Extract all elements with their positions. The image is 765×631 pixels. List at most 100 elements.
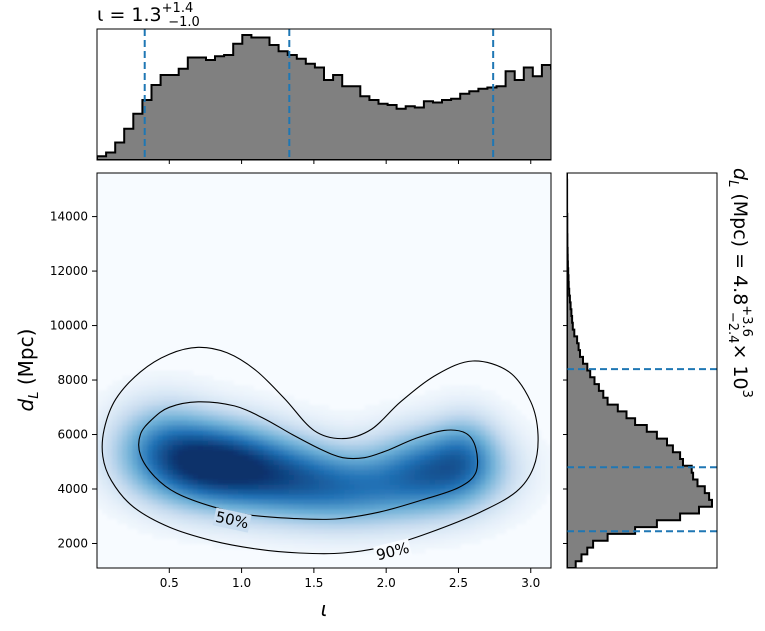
heatmap-cell bbox=[263, 419, 270, 426]
heatmap-cell bbox=[233, 434, 239, 441]
heatmap-cell bbox=[490, 410, 497, 416]
heatmap-cell bbox=[505, 449, 512, 456]
heatmap-cell bbox=[339, 449, 345, 456]
heatmap-cell bbox=[308, 414, 315, 421]
heatmap-cell bbox=[243, 419, 249, 426]
heatmap-cell bbox=[414, 395, 421, 401]
heatmap-cell bbox=[213, 380, 219, 386]
heatmap-cell bbox=[334, 523, 340, 530]
heatmap-cell bbox=[102, 474, 108, 480]
heatmap-cell bbox=[419, 518, 426, 525]
heatmap-cell bbox=[283, 424, 290, 431]
heatmap-cell bbox=[177, 503, 184, 510]
heatmap-cell bbox=[505, 400, 512, 406]
heatmap-cell bbox=[329, 533, 335, 539]
heatmap-cell bbox=[455, 414, 461, 421]
heatmap-cell bbox=[414, 469, 421, 475]
heatmap-cell bbox=[223, 424, 229, 431]
heatmap-cell bbox=[303, 503, 310, 510]
heatmap-cell bbox=[248, 464, 254, 470]
heatmap-cell bbox=[233, 410, 239, 416]
heatmap-cell bbox=[450, 405, 456, 411]
heatmap-cell bbox=[117, 395, 123, 401]
heatmap-cell bbox=[243, 469, 249, 475]
heatmap-cell bbox=[545, 454, 551, 460]
heatmap-cell bbox=[495, 479, 502, 485]
heatmap-cell bbox=[238, 498, 244, 505]
heatmap-cell bbox=[142, 375, 149, 381]
heatmap-cell bbox=[298, 410, 305, 416]
heatmap-cell bbox=[500, 493, 507, 500]
heatmap-cell bbox=[132, 469, 138, 475]
heatmap-cell bbox=[233, 429, 239, 436]
heatmap-cell bbox=[127, 493, 133, 500]
heatmap-cell bbox=[283, 454, 290, 460]
heatmap-cell bbox=[394, 410, 401, 416]
heatmap-cell bbox=[470, 469, 476, 475]
heatmap-cell bbox=[369, 449, 376, 456]
heatmap-cell bbox=[202, 390, 209, 396]
heatmap-cell bbox=[510, 469, 517, 475]
heatmap-cell bbox=[379, 419, 386, 426]
heatmap-cell bbox=[520, 459, 527, 465]
heatmap-cell bbox=[344, 474, 350, 480]
heatmap-cell bbox=[369, 424, 376, 431]
heatmap-cell bbox=[329, 429, 335, 436]
heatmap-cell bbox=[369, 410, 376, 416]
heatmap-cell bbox=[192, 434, 199, 441]
heatmap-cell bbox=[142, 523, 149, 530]
heatmap-cell bbox=[480, 474, 487, 480]
heatmap-cell bbox=[107, 479, 113, 485]
heatmap-cell bbox=[117, 449, 123, 456]
heatmap-cell bbox=[349, 454, 355, 460]
heatmap-cell bbox=[288, 424, 295, 431]
heatmap-cell bbox=[490, 424, 497, 431]
heatmap-cell bbox=[450, 479, 456, 485]
heatmap-cell bbox=[384, 434, 391, 441]
heatmap-cell bbox=[460, 400, 466, 406]
heatmap-cell bbox=[207, 479, 214, 485]
heatmap-cell bbox=[197, 375, 204, 381]
heatmap-cell bbox=[112, 459, 118, 465]
heatmap-cell bbox=[202, 538, 209, 544]
heatmap-cell bbox=[520, 414, 527, 421]
heatmap-cell bbox=[318, 469, 325, 475]
heatmap-cell bbox=[162, 493, 169, 500]
heatmap-cell bbox=[344, 419, 350, 426]
heatmap-cell bbox=[258, 395, 265, 401]
heatmap-cell bbox=[248, 528, 254, 535]
heatmap-cell bbox=[268, 429, 275, 436]
heatmap-cell bbox=[434, 474, 441, 480]
joint-x-axis: 0.5 1.0 1.5 2.0 2.5 3.0 bbox=[160, 568, 540, 590]
heatmap-cell bbox=[117, 493, 123, 500]
heatmap-cell bbox=[182, 414, 189, 421]
heatmap-cell bbox=[495, 459, 502, 465]
heatmap-cell bbox=[475, 400, 481, 406]
heatmap-cell bbox=[273, 405, 280, 411]
heatmap-cell bbox=[167, 419, 174, 426]
heatmap-cell bbox=[132, 385, 138, 391]
heatmap-cell bbox=[207, 434, 214, 441]
heatmap-cell bbox=[394, 424, 401, 431]
heatmap-cell bbox=[369, 543, 376, 549]
heatmap-cell bbox=[460, 528, 466, 535]
heatmap-cell bbox=[213, 528, 219, 535]
heatmap-cell bbox=[97, 444, 103, 451]
heatmap-cell bbox=[293, 444, 300, 451]
heatmap-cell bbox=[293, 523, 300, 530]
heatmap-cell bbox=[263, 484, 270, 490]
heatmap-cell bbox=[157, 424, 164, 431]
heatmap-cell bbox=[429, 464, 436, 470]
heatmap-cell bbox=[278, 513, 285, 520]
heatmap-cell bbox=[182, 469, 189, 475]
heatmap-cell bbox=[334, 528, 340, 535]
heatmap-cell bbox=[429, 523, 436, 530]
heatmap-cell bbox=[157, 474, 164, 480]
heatmap-cell bbox=[238, 528, 244, 535]
heatmap-cell bbox=[424, 538, 431, 544]
heatmap-cell bbox=[495, 444, 502, 451]
heatmap-cell bbox=[510, 419, 517, 426]
heatmap-cell bbox=[445, 429, 451, 436]
heatmap-cell bbox=[379, 429, 386, 436]
heatmap-cell bbox=[132, 518, 138, 525]
